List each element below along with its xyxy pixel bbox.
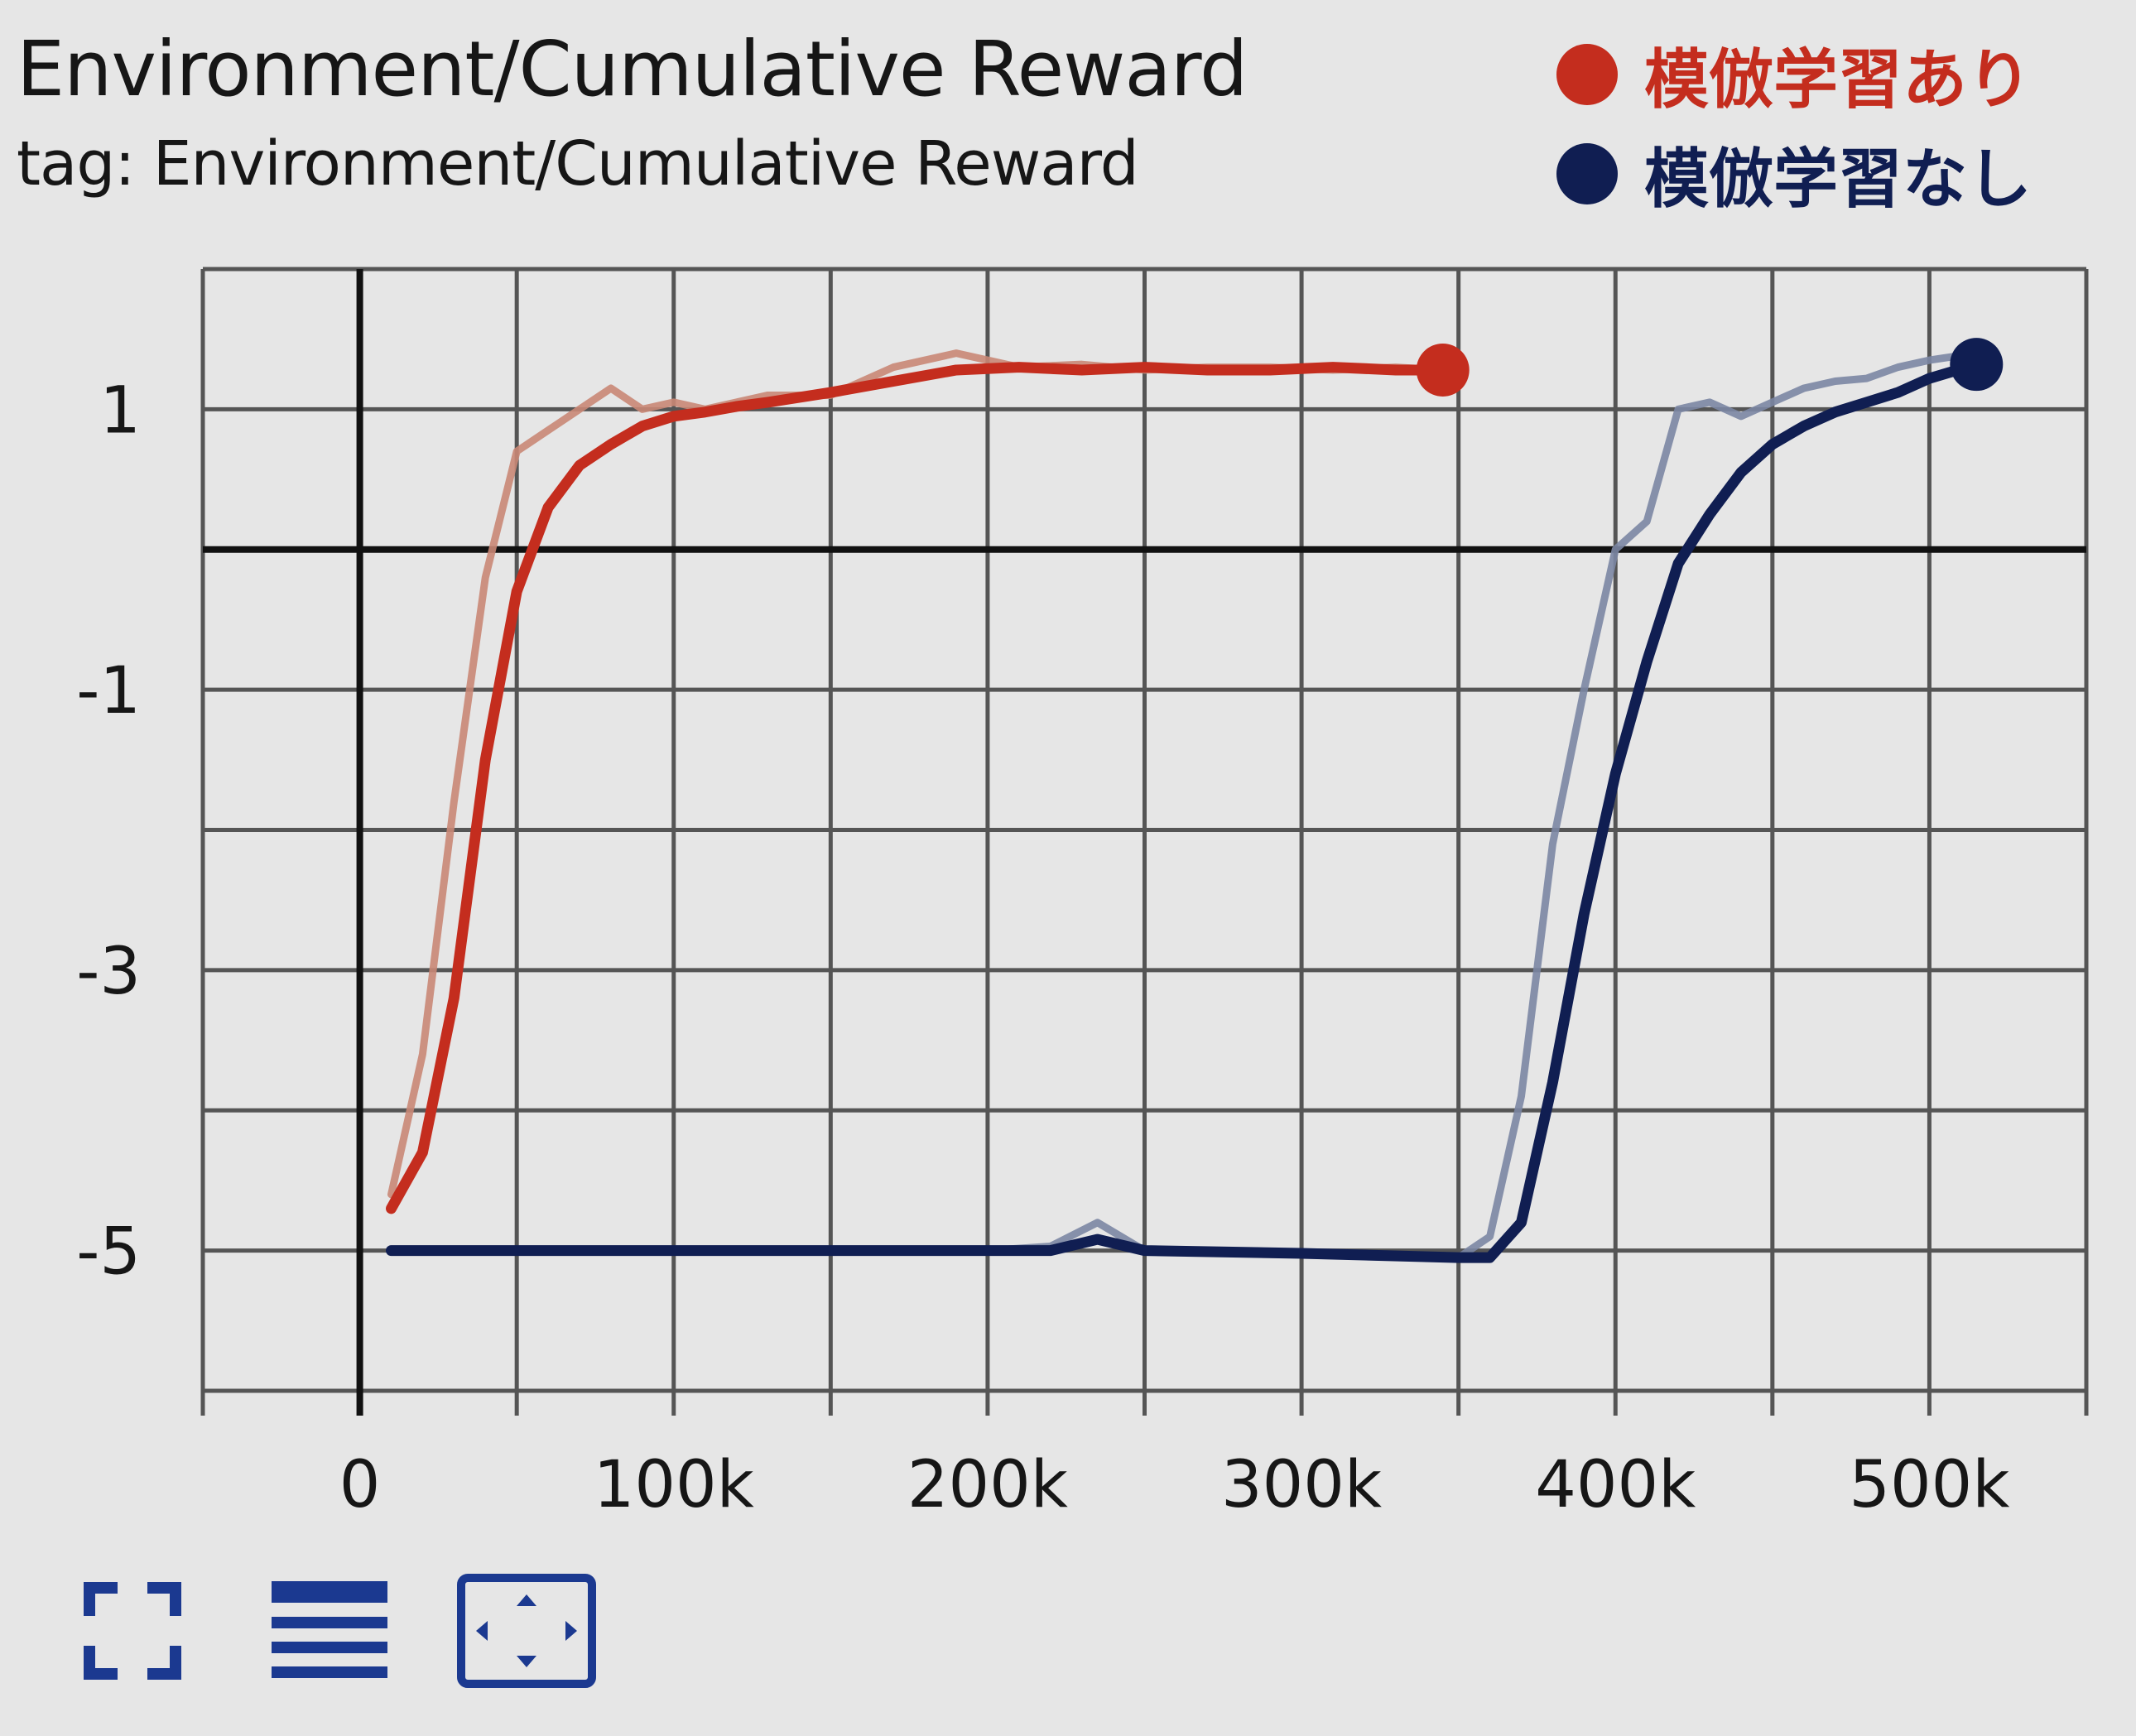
x-tick-label: 200k — [907, 1448, 1068, 1522]
chart-title: Environment/Cumulative Reward — [17, 25, 1248, 113]
x-tick-label: 400k — [1535, 1448, 1696, 1522]
legend-item-with-imitation: 模倣学習あり — [1556, 25, 2119, 124]
series-end-marker-0 — [1416, 343, 1470, 397]
x-tick-label: 0 — [339, 1448, 381, 1522]
y-tick-label: 1 — [99, 373, 141, 448]
y-tick-label: -3 — [76, 935, 141, 1009]
data-table-icon — [272, 1581, 387, 1678]
chart-grid — [200, 267, 2089, 1416]
legend-swatch-with-imitation — [1556, 44, 1618, 105]
legend-label-with-imitation: 模倣学習あり — [1644, 43, 2033, 118]
fit-domain-icon — [457, 1574, 596, 1688]
series-line-0 — [386, 362, 1449, 1214]
series-raw-line-1 — [387, 349, 1980, 1262]
chart-axes — [203, 269, 2086, 1416]
x-tick-label: 300k — [1221, 1448, 1382, 1522]
y-tick-label: -1 — [76, 654, 141, 729]
legend-label-without-imitation: 模倣学習なし — [1644, 142, 2033, 217]
x-tick-label: 100k — [594, 1448, 754, 1522]
data-table-button[interactable] — [255, 1569, 404, 1693]
series-raw-line-0 — [387, 349, 1447, 1199]
y-tick-label: -5 — [76, 1215, 141, 1290]
chart-legend: 模倣学習あり 模倣学習なし — [1556, 25, 2119, 224]
legend-swatch-without-imitation — [1556, 143, 1618, 204]
fullscreen-button[interactable] — [58, 1569, 207, 1693]
chart-series — [386, 338, 2004, 1263]
fit-domain-button[interactable] — [452, 1569, 601, 1693]
chart-toolbar — [58, 1569, 649, 1693]
series-line-1 — [386, 358, 1982, 1263]
chart-tick-labels: 0 100k 200k 300k 400k 500k 1 -1 -3 -5 — [76, 373, 2009, 1522]
legend-item-without-imitation: 模倣学習なし — [1556, 124, 2119, 224]
x-tick-label: 500k — [1849, 1448, 2009, 1522]
fullscreen-icon — [84, 1582, 181, 1680]
chart-subtitle: tag: Environment/Cumulative Reward — [17, 128, 1139, 200]
series-end-marker-1 — [1950, 338, 2004, 392]
